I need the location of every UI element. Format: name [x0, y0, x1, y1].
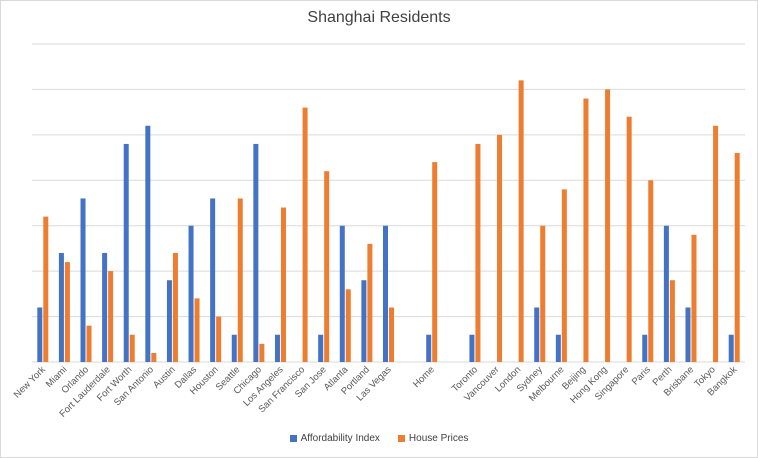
bar-house-prices: [280, 207, 286, 362]
bar-affordability: [534, 307, 540, 362]
chart-title: Shanghai Residents: [307, 9, 451, 26]
bar-house-prices: [648, 180, 654, 362]
bar-house-prices: [129, 334, 135, 362]
bar-affordability: [685, 307, 691, 362]
bar-affordability: [339, 225, 345, 362]
bar-house-prices: [302, 107, 308, 362]
bar-affordability: [231, 334, 237, 362]
bar-house-prices: [475, 143, 481, 362]
bar-affordability: [469, 334, 475, 362]
bar-house-prices: [626, 116, 632, 362]
legend-item-affordability: Affordability Index: [289, 433, 380, 444]
bar-affordability: [145, 125, 151, 363]
bar-affordability: [555, 334, 561, 362]
bar-house-prices: [561, 189, 567, 362]
bar-house-prices: [605, 89, 611, 362]
bar-affordability: [361, 280, 367, 362]
bar-house-prices: [86, 325, 92, 362]
bar-house-prices: [540, 225, 546, 362]
legend-swatch-house-prices: [397, 435, 405, 442]
bar-affordability: [188, 225, 194, 362]
bar-house-prices: [734, 153, 740, 362]
bar-house-prices: [151, 352, 157, 362]
legend-swatch-affordability: [289, 435, 297, 442]
bar-affordability: [663, 225, 669, 362]
bar-affordability: [318, 334, 324, 362]
legend: Affordability Index House Prices: [1, 433, 757, 444]
bar-house-prices: [194, 298, 200, 362]
bar-house-prices: [345, 289, 351, 362]
bar-affordability: [274, 334, 280, 362]
bar-house-prices: [237, 198, 243, 362]
bar-affordability: [80, 198, 86, 362]
bar-house-prices: [172, 252, 178, 362]
bar-house-prices: [497, 134, 503, 362]
bar-house-prices: [389, 307, 394, 362]
bar-affordability: [37, 307, 43, 362]
bar-affordability: [210, 198, 216, 362]
bar-house-prices: [432, 162, 438, 362]
bar-affordability: [383, 225, 388, 362]
bar-affordability: [253, 143, 259, 362]
bar-affordability: [426, 334, 432, 362]
bar-house-prices: [691, 234, 697, 362]
x-tick-label: Home: [411, 364, 437, 390]
bar-affordability: [123, 143, 129, 362]
bar-house-prices: [216, 316, 222, 362]
bar-house-prices: [518, 80, 524, 362]
bar-house-prices: [367, 243, 373, 362]
x-tick-label: Paris: [630, 364, 653, 387]
bar-house-prices: [583, 98, 589, 362]
bar-affordability: [58, 252, 64, 362]
bar-affordability: [642, 334, 648, 362]
bar-house-prices: [669, 280, 675, 362]
bar-house-prices: [259, 343, 265, 362]
x-tick-label: Austin: [151, 364, 177, 390]
bar-house-prices: [64, 262, 70, 362]
bar-affordability: [102, 252, 108, 362]
bar-affordability: [728, 334, 734, 362]
bar-house-prices: [108, 271, 114, 362]
legend-item-house-prices: House Prices: [397, 433, 469, 444]
legend-label-affordability: Affordability Index: [300, 433, 380, 444]
bar-affordability: [166, 280, 172, 362]
bar-house-prices: [43, 216, 49, 362]
bar-house-prices: [324, 171, 330, 362]
legend-label-house-prices: House Prices: [408, 433, 469, 444]
bar-house-prices: [713, 125, 719, 363]
